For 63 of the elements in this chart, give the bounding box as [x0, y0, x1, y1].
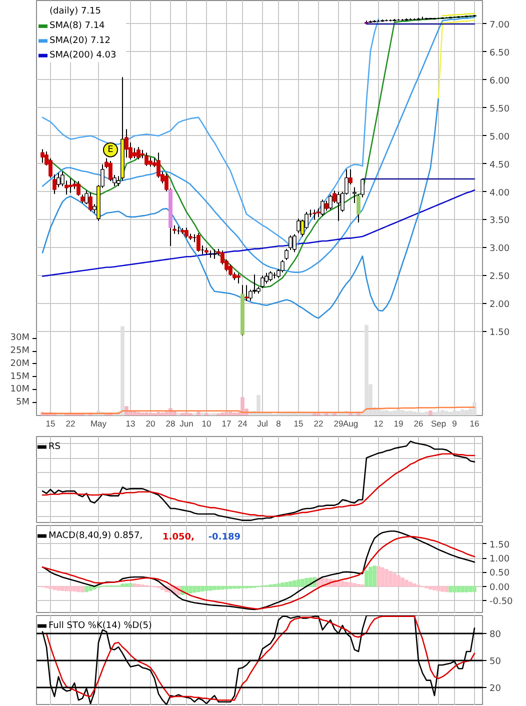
bar [228, 586, 232, 589]
bar [204, 586, 208, 591]
bar [68, 586, 72, 592]
bar [436, 586, 440, 592]
bar [444, 586, 448, 592]
y-tick-label: 0.00 [490, 582, 510, 593]
bar [84, 586, 88, 592]
legend-label: Full STO %K(14) %D(5) [48, 621, 152, 631]
bar [432, 586, 436, 590]
y-tick-label: 50 [490, 657, 502, 667]
bar [396, 575, 400, 587]
bar [400, 577, 404, 587]
bar [128, 583, 132, 587]
bar [224, 586, 228, 590]
bar [352, 583, 356, 587]
bar [456, 586, 460, 592]
bar [440, 586, 444, 592]
bar [472, 586, 476, 592]
y-tick-label: 1.00 [490, 554, 510, 565]
bar [408, 582, 412, 587]
bar [64, 586, 68, 592]
bar [48, 586, 52, 589]
bar [468, 586, 472, 592]
bar [120, 584, 124, 587]
bar [160, 586, 164, 590]
y-tick-label: 1.50 [490, 540, 510, 550]
bar [412, 583, 416, 587]
bar [292, 580, 296, 587]
bar [344, 582, 348, 587]
bar [52, 586, 56, 590]
bar [280, 582, 284, 587]
bar [72, 586, 76, 592]
y-tick-label: 0.50 [490, 568, 510, 579]
bar [380, 567, 384, 587]
legend-label: RS [48, 442, 61, 452]
bar [368, 566, 372, 587]
y-tick-label: -0.50 [490, 596, 514, 607]
bar [276, 583, 280, 587]
bar [124, 583, 128, 587]
bar [404, 580, 408, 587]
bar [376, 566, 380, 587]
bar [364, 570, 368, 587]
bar [448, 586, 452, 592]
bar [452, 586, 456, 592]
legend-label: MACD(8,40,9) 0.857, [48, 531, 143, 541]
bar [220, 586, 224, 590]
y-tick-label: 20 [490, 684, 502, 694]
bar [296, 579, 300, 587]
bar [300, 578, 304, 587]
text: 1.050, [162, 532, 194, 542]
bar [188, 586, 192, 594]
bar [200, 586, 204, 592]
y-tick-label: 80 [490, 630, 502, 640]
bar [348, 582, 352, 587]
annotation: -0.189 [208, 532, 241, 542]
bar [208, 586, 212, 591]
bar [372, 566, 376, 587]
bar [88, 586, 92, 591]
bar [340, 580, 344, 587]
bar [132, 583, 136, 587]
bar [392, 573, 396, 587]
bar [288, 581, 292, 587]
bar [80, 586, 84, 592]
